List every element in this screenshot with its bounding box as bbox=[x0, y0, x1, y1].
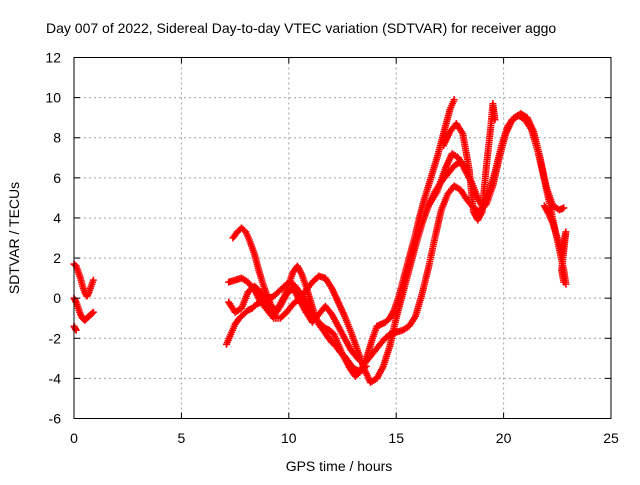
series-8 bbox=[424, 110, 568, 214]
series-10 bbox=[540, 202, 570, 286]
y-tick-label: 2 bbox=[53, 250, 61, 266]
y-tick-label: -2 bbox=[49, 330, 62, 346]
data-point bbox=[362, 362, 370, 370]
axis-ticks: 0 5 10 15 20 25 -6 -4 -2 0 2 4 6 8 10 12 bbox=[45, 50, 619, 447]
y-tick-label: -4 bbox=[49, 370, 62, 386]
x-tick-label: 20 bbox=[496, 430, 512, 446]
series-7 bbox=[229, 224, 370, 374]
data-point bbox=[491, 116, 499, 124]
data-point bbox=[89, 308, 97, 316]
series-3 bbox=[70, 322, 80, 334]
y-tick-label: 12 bbox=[45, 50, 61, 66]
x-tick-label: 5 bbox=[178, 430, 186, 446]
data-point bbox=[560, 204, 568, 212]
y-tick-label: -6 bbox=[49, 411, 62, 427]
chart-title: Day 007 of 2022, Sidereal Day-to-day VTE… bbox=[46, 20, 556, 36]
x-axis-label: GPS time / hours bbox=[286, 458, 393, 474]
plot-frame bbox=[73, 57, 612, 419]
y-tick-label: 6 bbox=[53, 170, 61, 186]
grid bbox=[74, 57, 611, 419]
x-tick-label: 10 bbox=[281, 430, 297, 446]
data-point bbox=[560, 278, 568, 286]
y-axis-label: SDTVAR / TECUs bbox=[6, 182, 22, 294]
x-tick-label: 0 bbox=[70, 430, 78, 446]
series-2 bbox=[70, 294, 97, 324]
data-point bbox=[361, 364, 369, 372]
data-point bbox=[89, 276, 97, 284]
y-tick-label: 4 bbox=[53, 210, 61, 226]
y-tick-label: 0 bbox=[53, 290, 61, 306]
x-tick-label: 15 bbox=[388, 430, 404, 446]
y-tick-label: 8 bbox=[53, 130, 61, 146]
series-9 bbox=[439, 100, 499, 224]
data-point bbox=[450, 96, 458, 104]
x-tick-label: 25 bbox=[603, 430, 619, 446]
series-6 bbox=[225, 112, 570, 368]
data-points bbox=[70, 96, 570, 386]
y-tick-label: 10 bbox=[45, 90, 61, 106]
data-point bbox=[88, 309, 96, 317]
